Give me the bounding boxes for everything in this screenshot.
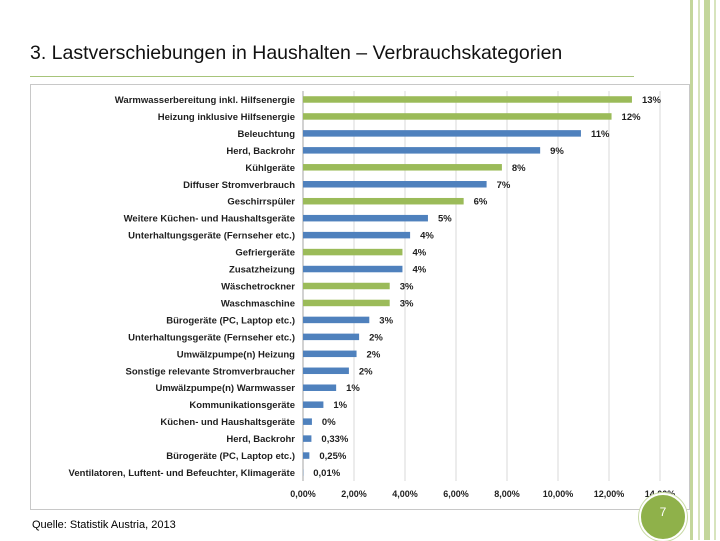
bar bbox=[303, 113, 612, 120]
bar bbox=[303, 334, 359, 341]
bar-chart: Warmwasserbereitung inkl. Hilfsenergie He… bbox=[31, 85, 689, 509]
data-label: 7% bbox=[497, 180, 511, 191]
data-label: 4% bbox=[412, 248, 426, 259]
data-label: 2% bbox=[359, 366, 373, 377]
x-tick-label: 0,00% bbox=[290, 489, 316, 499]
data-label: 3% bbox=[379, 315, 393, 326]
data-label: 6% bbox=[474, 197, 488, 208]
data-label: 12% bbox=[622, 112, 642, 123]
category-label: Herd, Backrohr bbox=[226, 434, 295, 445]
decorative-stripe bbox=[714, 0, 716, 540]
bar bbox=[303, 232, 410, 239]
bar bbox=[303, 435, 311, 442]
bar bbox=[303, 147, 540, 154]
page-number-badge: 7 bbox=[639, 493, 687, 541]
data-label: 2% bbox=[369, 332, 383, 343]
data-label: 2% bbox=[367, 349, 381, 360]
bar bbox=[303, 96, 632, 102]
bar-layer bbox=[303, 96, 632, 476]
category-label: Umwälzpumpe(n) Heizung bbox=[177, 349, 295, 360]
title-divider bbox=[30, 76, 634, 77]
bar bbox=[303, 164, 502, 171]
data-label: 5% bbox=[438, 214, 452, 225]
data-label: 11% bbox=[591, 129, 610, 140]
x-tick-label: 10,00% bbox=[543, 489, 574, 499]
tick-label-layer: 0,00%2,00%4,00%6,00%8,00%10,00%12,00%14,… bbox=[290, 489, 675, 499]
bar bbox=[303, 351, 357, 358]
category-label: Heizung inklusive Hilfsenergie bbox=[158, 112, 295, 123]
bar bbox=[303, 418, 312, 425]
x-tick-label: 4,00% bbox=[392, 489, 418, 499]
bar bbox=[303, 368, 349, 375]
page-number: 7 bbox=[641, 505, 685, 519]
decorative-stripe bbox=[704, 0, 710, 540]
bar bbox=[303, 300, 390, 307]
data-label: 4% bbox=[412, 265, 426, 276]
x-tick-label: 8,00% bbox=[494, 489, 520, 499]
category-label: Wäschetrockner bbox=[221, 282, 295, 293]
category-label: Diffuser Stromverbrauch bbox=[183, 180, 295, 191]
bar bbox=[303, 198, 464, 205]
data-label: 0,01% bbox=[313, 468, 340, 479]
data-label: 1% bbox=[346, 383, 360, 394]
bar bbox=[303, 401, 323, 408]
slide-title: 3. Lastverschiebungen in Haushalten – Ve… bbox=[30, 42, 562, 65]
category-label: Unterhaltungsgeräte (Fernseher etc.) bbox=[128, 231, 295, 242]
category-label: Gefriergeräte bbox=[235, 248, 295, 259]
category-label: Zusatzheizung bbox=[229, 265, 295, 276]
data-label: 0,33% bbox=[321, 434, 348, 445]
data-label: 4% bbox=[420, 231, 434, 242]
data-label: 9% bbox=[550, 146, 564, 157]
bar bbox=[303, 283, 390, 290]
data-label: 3% bbox=[400, 282, 414, 293]
data-label: 13% bbox=[642, 95, 662, 106]
bar bbox=[303, 249, 402, 256]
category-label: Beleuchtung bbox=[237, 129, 295, 140]
category-label: Herd, Backrohr bbox=[226, 146, 295, 157]
data-label: 0% bbox=[322, 417, 336, 428]
data-label: 8% bbox=[512, 163, 526, 174]
category-label: Waschmaschine bbox=[221, 298, 295, 309]
category-label: Bürogeräte (PC, Laptop etc.) bbox=[166, 451, 295, 462]
data-label: 1% bbox=[333, 400, 347, 411]
category-label-layer: Warmwasserbereitung inkl. Hilfsenergie He… bbox=[69, 95, 296, 479]
data-label: 3% bbox=[400, 298, 414, 309]
category-label: Warmwasserbereitung inkl. Hilfsenergie bbox=[115, 95, 295, 106]
bar bbox=[303, 317, 369, 324]
source-note: Quelle: Statistik Austria, 2013 bbox=[32, 519, 176, 531]
category-label: Sonstige relevante Stromverbraucher bbox=[126, 366, 296, 377]
category-label: Küchen- und Haushaltsgeräte bbox=[160, 417, 295, 428]
bar bbox=[303, 384, 336, 391]
bar bbox=[303, 266, 402, 273]
category-label: Kommunikationsgeräte bbox=[189, 400, 295, 411]
category-label: Geschirrspüler bbox=[227, 197, 295, 208]
x-tick-label: 12,00% bbox=[594, 489, 625, 499]
category-label: Ventilatoren, Luftent- und Befeuchter, K… bbox=[69, 468, 295, 479]
bar bbox=[303, 130, 581, 137]
bar bbox=[303, 215, 428, 222]
x-tick-label: 2,00% bbox=[341, 489, 367, 499]
category-label: Umwälzpumpe(n) Warmwasser bbox=[155, 383, 295, 394]
chart-frame: Warmwasserbereitung inkl. Hilfsenergie He… bbox=[30, 84, 690, 510]
data-label: 0,25% bbox=[319, 451, 346, 462]
decorative-stripe bbox=[698, 0, 700, 540]
bar bbox=[303, 181, 487, 188]
category-label: Weitere Küchen- und Haushaltsgeräte bbox=[124, 214, 295, 225]
category-label: Kühlgeräte bbox=[245, 163, 295, 174]
decorative-stripe bbox=[690, 0, 693, 540]
x-tick-label: 6,00% bbox=[443, 489, 469, 499]
category-label: Bürogeräte (PC, Laptop etc.) bbox=[166, 315, 295, 326]
category-label: Unterhaltungsgeräte (Fernseher etc.) bbox=[128, 332, 295, 343]
bar bbox=[303, 452, 309, 459]
